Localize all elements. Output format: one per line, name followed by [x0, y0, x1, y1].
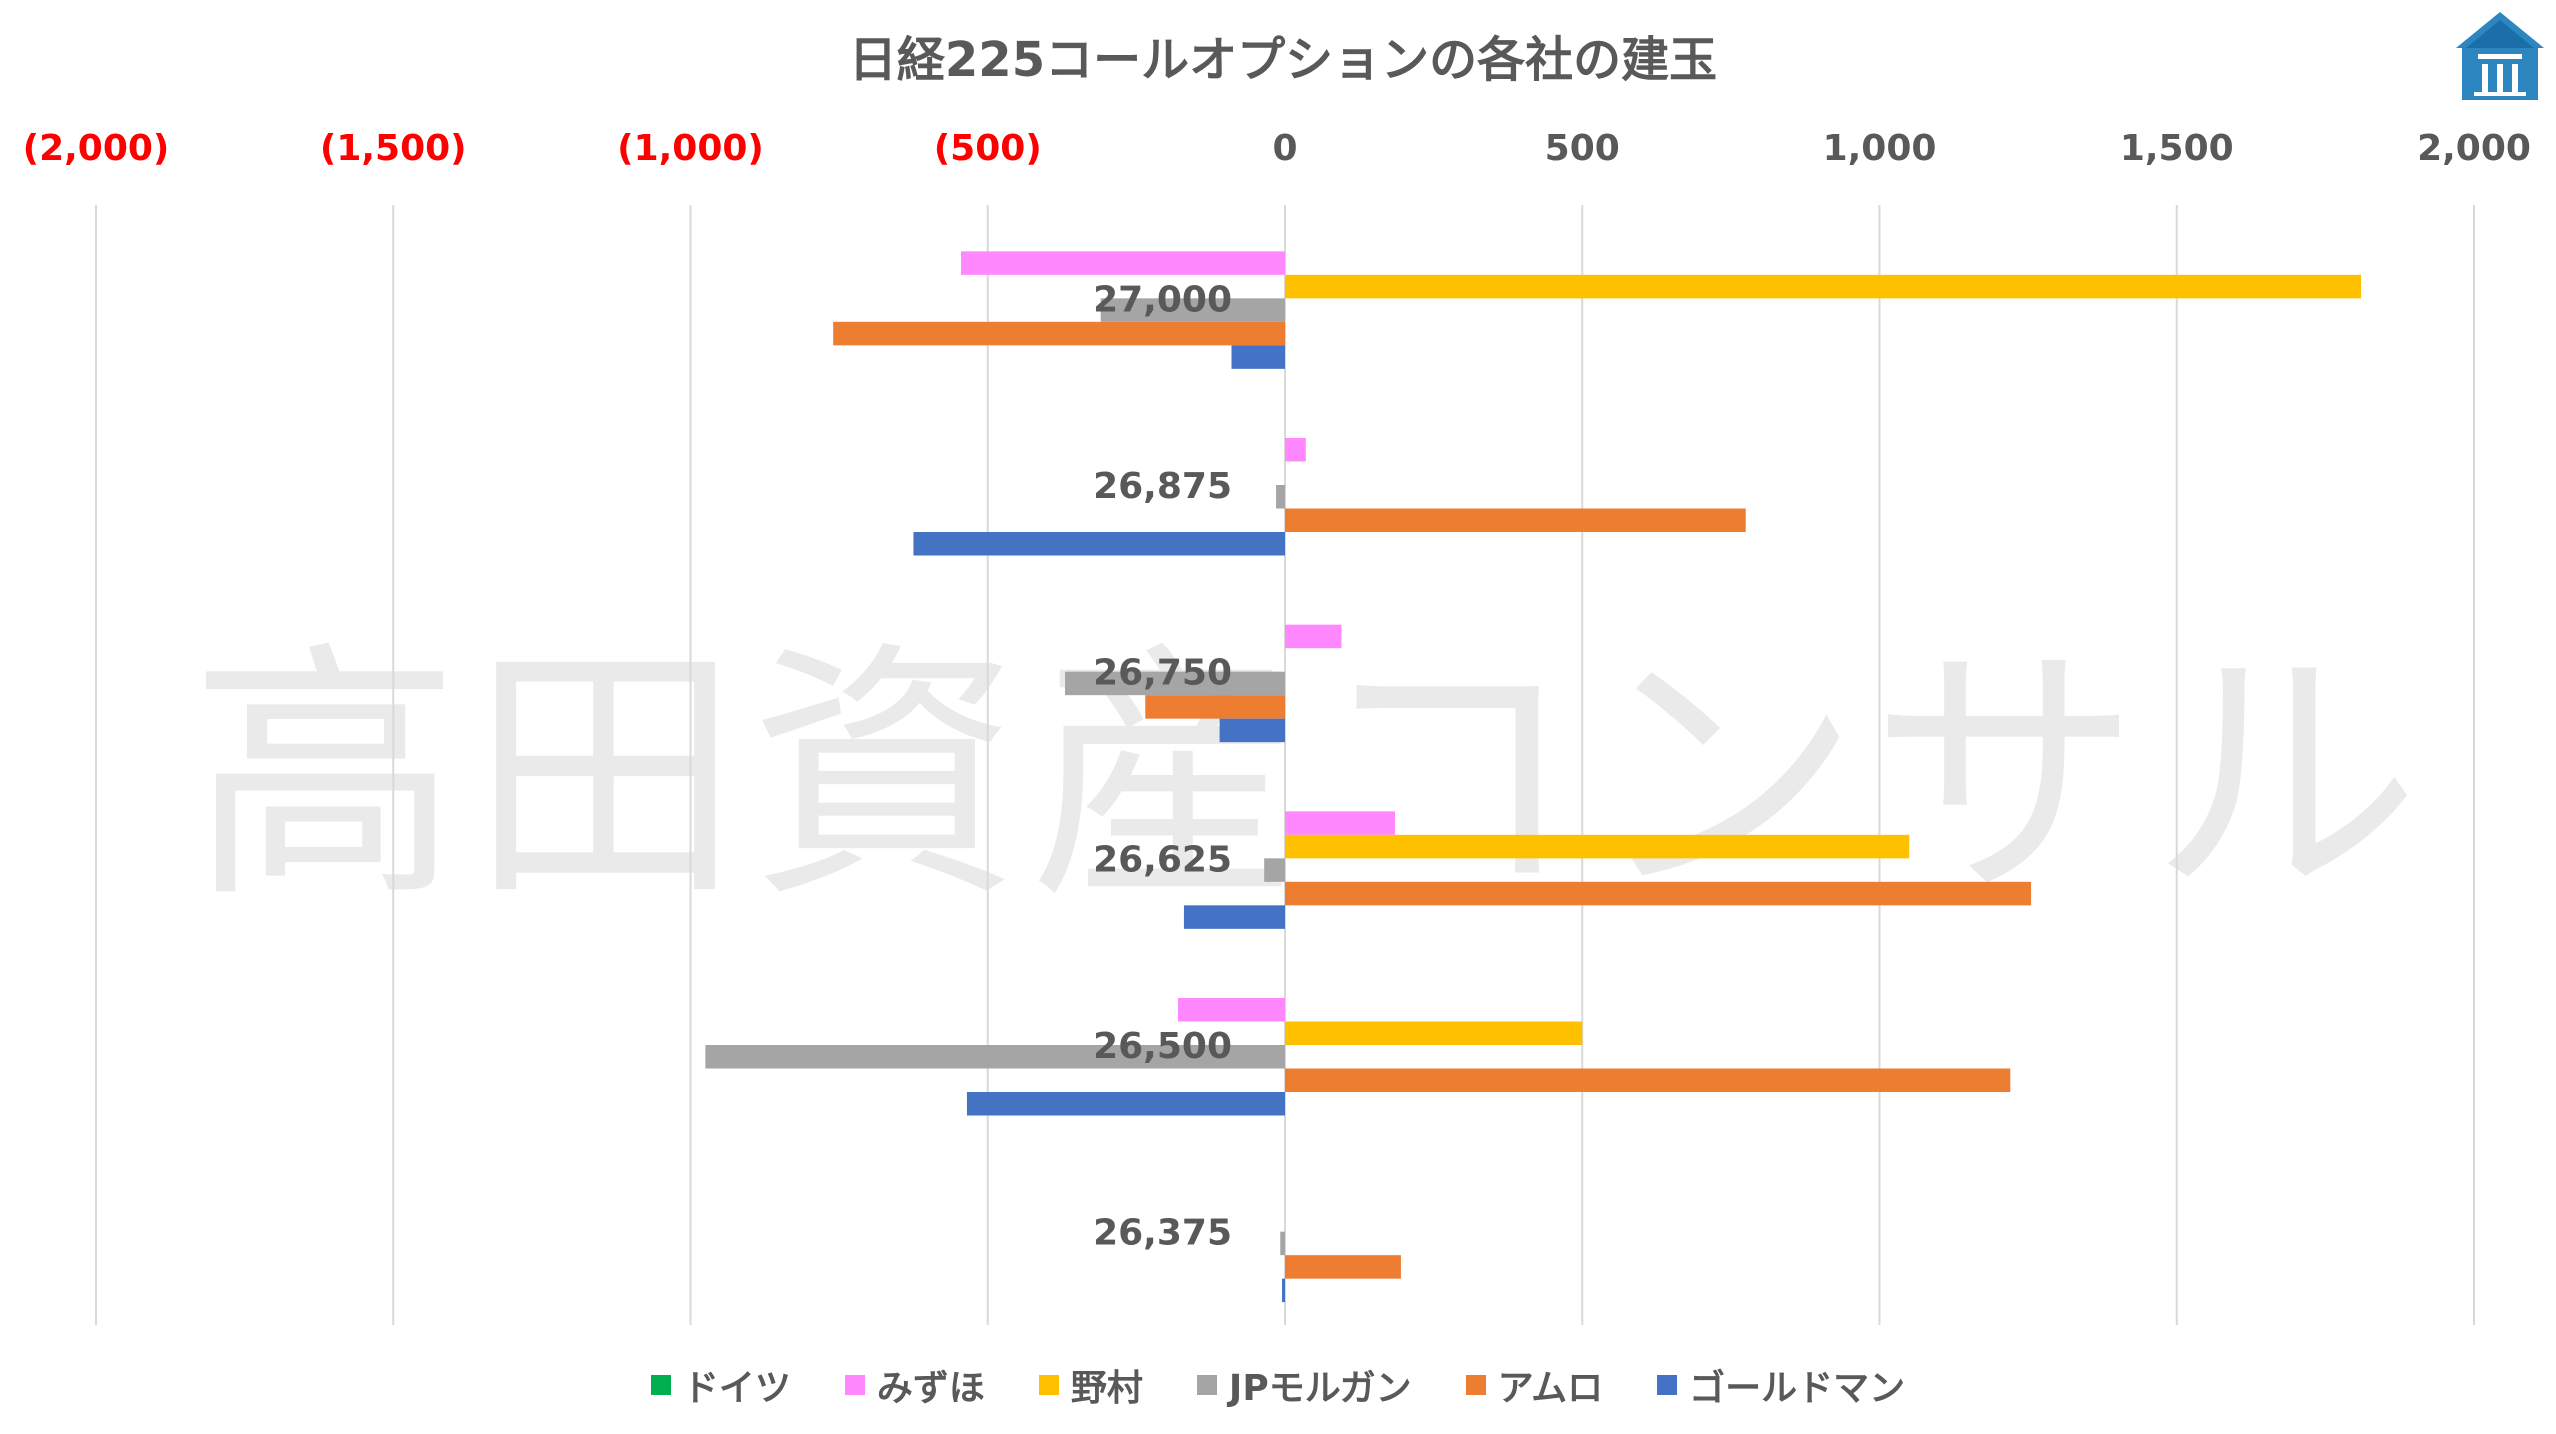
chart-canvas: 高田資産コンサル (2,000) (1,500) (1,000) (500) 0 500 1… [23, 32, 2531, 1325]
bar [1183, 905, 1285, 929]
bar [966, 1092, 1285, 1116]
bar [1282, 1278, 1285, 1303]
category-label: 26,875 [1093, 466, 1232, 507]
chart-title: 日経225コールオプションの各社の建玉 [849, 32, 1717, 88]
bar [1285, 508, 1746, 532]
bars-group [705, 251, 2362, 1303]
bar [1177, 998, 1285, 1022]
category-labels: 27,000 26,875 26,750 26,625 26,500 26,375 [1093, 279, 1232, 1253]
legend-item: ゴールドマン [1657, 1359, 1905, 1411]
legend: ドイツ みずほ 野村 JPモルガン アムロ ゴールドマン [0, 1360, 2556, 1410]
bar [1285, 274, 2362, 299]
bar [1285, 438, 1306, 462]
legend-item: ドイツ [650, 1359, 791, 1411]
bar [1285, 624, 1342, 649]
bar [913, 532, 1285, 556]
category-label: 26,625 [1093, 839, 1232, 880]
watermark-text: 高田資産コンサル [190, 619, 2430, 934]
bar [1065, 671, 1285, 696]
x-tick-label: 1,500 [2120, 128, 2234, 169]
bar [705, 1045, 1285, 1069]
bar [1219, 718, 1285, 743]
category-label: 26,750 [1093, 653, 1232, 694]
bar [1285, 834, 1910, 859]
bar [833, 321, 1285, 346]
category-label: 26,375 [1093, 1213, 1232, 1254]
bar [1264, 858, 1285, 882]
x-tick-label: (1,000) [617, 128, 764, 169]
bar [960, 251, 1285, 275]
bar [1285, 1021, 1583, 1045]
x-tick-label: (1,500) [320, 128, 467, 169]
x-tick-label: (500) [934, 128, 1042, 169]
x-tick-label: 0 [1272, 128, 1297, 169]
legend-label: アムロ [1497, 1368, 1604, 1409]
x-tick-label: (2,000) [23, 128, 170, 169]
legend-item: アムロ [1465, 1359, 1604, 1411]
bar [1145, 695, 1285, 719]
legend-item: 野村 [1038, 1359, 1143, 1411]
bar [1285, 1255, 1401, 1279]
bar [1285, 1068, 2011, 1092]
legend-swatch [1465, 1375, 1486, 1395]
grid-lines [95, 205, 2475, 1325]
bar [1285, 811, 1395, 835]
legend-label: JPモルガン [1228, 1368, 1412, 1409]
legend-item: JPモルガン [1196, 1359, 1412, 1411]
legend-swatch [1196, 1375, 1217, 1395]
x-tick-label: 1,000 [1823, 128, 1937, 169]
legend-swatch [650, 1375, 671, 1395]
legend-label: ドイツ [682, 1368, 791, 1409]
legend-item: みずほ [844, 1359, 985, 1411]
bar [1231, 345, 1285, 369]
legend-label: ゴールドマン [1689, 1368, 1906, 1409]
legend-swatch [1038, 1375, 1059, 1395]
legend-label: みずほ [876, 1368, 985, 1409]
bar [1285, 881, 2032, 906]
x-tick-label: 500 [1545, 128, 1620, 169]
bar [1276, 485, 1285, 509]
x-tick-label: 2,000 [2417, 128, 2531, 169]
bar [1280, 1231, 1285, 1256]
legend-label: 野村 [1070, 1368, 1143, 1409]
category-label: 27,000 [1093, 279, 1232, 320]
bar [1100, 298, 1285, 322]
house-logo-icon [2456, 12, 2544, 100]
x-axis-tick-labels: (2,000) (1,500) (1,000) (500) 0 500 1,000 1,500… [23, 128, 2531, 169]
legend-swatch [1657, 1375, 1678, 1395]
legend-swatch [844, 1375, 865, 1395]
category-label: 26,500 [1093, 1026, 1232, 1067]
